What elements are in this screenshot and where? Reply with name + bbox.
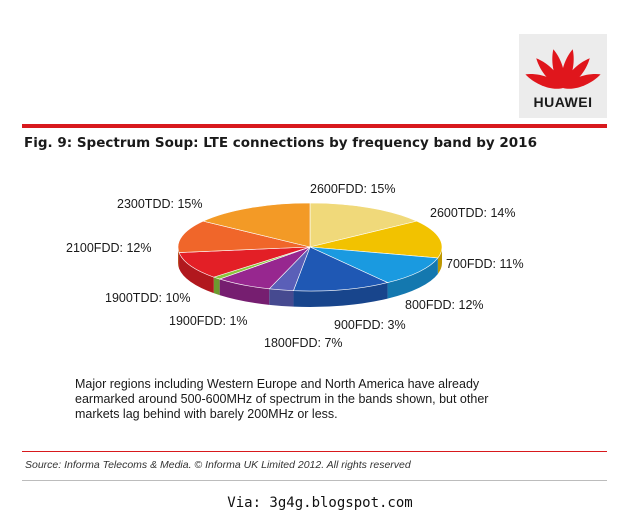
slice-label-2300TDD: 2300TDD: 15% bbox=[117, 197, 202, 211]
footer-rule bbox=[22, 480, 607, 481]
slice-label-1900TDD: 1900TDD: 10% bbox=[105, 291, 190, 305]
logo-petal bbox=[525, 74, 563, 89]
chart-note: Major regions including Western Europe a… bbox=[75, 377, 545, 422]
logo-wordmark: HUAWEI bbox=[533, 94, 593, 110]
logo-petal bbox=[536, 58, 563, 88]
huawei-logo: HUAWEI bbox=[519, 34, 607, 118]
via-credit: Via: 3g4g.blogspot.com bbox=[227, 495, 413, 511]
note-line: markets lag behind with barely 200MHz or… bbox=[75, 407, 338, 421]
pie-side-700FDD bbox=[387, 257, 438, 299]
pie-labels: 2600FDD: 15% 2600TDD: 14% 700FDD: 11% 800FD… bbox=[66, 182, 524, 350]
logo-petal bbox=[563, 58, 590, 88]
pie-slice-2100FDD bbox=[177, 220, 311, 253]
source-rule bbox=[22, 451, 607, 452]
slice-label-2600FDD: 2600FDD: 15% bbox=[310, 182, 395, 196]
slice-label-2600TDD: 2600TDD: 14% bbox=[430, 206, 515, 220]
note-line: earmarked around 500-600MHz of spectrum … bbox=[75, 392, 489, 406]
pie-chart: 2600FDD: 15% 2600TDD: 14% 700FDD: 11% 800FD… bbox=[66, 182, 524, 350]
huawei-petals-icon bbox=[525, 49, 601, 89]
pie-side-900FDD bbox=[269, 288, 294, 307]
pie-side-1900FDD bbox=[213, 277, 220, 296]
pie-side-2600TDD bbox=[437, 247, 442, 274]
slice-label-800FDD: 800FDD: 12% bbox=[405, 298, 484, 312]
pie-side-1800FDD bbox=[219, 279, 270, 305]
pie-slice-1900TDD bbox=[178, 246, 311, 278]
slice-label-900FDD: 900FDD: 3% bbox=[334, 318, 406, 332]
pie-slice-2300TDD bbox=[202, 202, 311, 248]
slice-label-1800FDD: 1800FDD: 7% bbox=[264, 336, 343, 350]
pie-tops bbox=[177, 202, 443, 292]
figure-title: Fig. 9: Spectrum Soup: LTE connections b… bbox=[24, 135, 537, 151]
note-line: Major regions including Western Europe a… bbox=[75, 377, 480, 391]
pie-sides bbox=[178, 247, 442, 307]
source-text: Source: Informa Telecoms & Media. © Info… bbox=[25, 459, 411, 471]
slice-label-700FDD: 700FDD: 11% bbox=[446, 257, 524, 271]
title-rule bbox=[22, 124, 607, 128]
slice-label-1900FDD: 1900FDD: 1% bbox=[169, 314, 248, 328]
pie-slice-2600FDD bbox=[309, 202, 418, 248]
pie-side-1900TDD bbox=[179, 252, 214, 294]
pie-side-800FDD bbox=[293, 282, 388, 307]
logo-petal bbox=[563, 74, 601, 89]
logo-petal bbox=[561, 49, 574, 88]
pie-slice-2600TDD bbox=[309, 220, 443, 259]
pie-slice-800FDD bbox=[293, 246, 389, 292]
pie-slice-700FDD bbox=[309, 246, 439, 283]
slice-label-2100FDD: 2100FDD: 12% bbox=[66, 241, 151, 255]
